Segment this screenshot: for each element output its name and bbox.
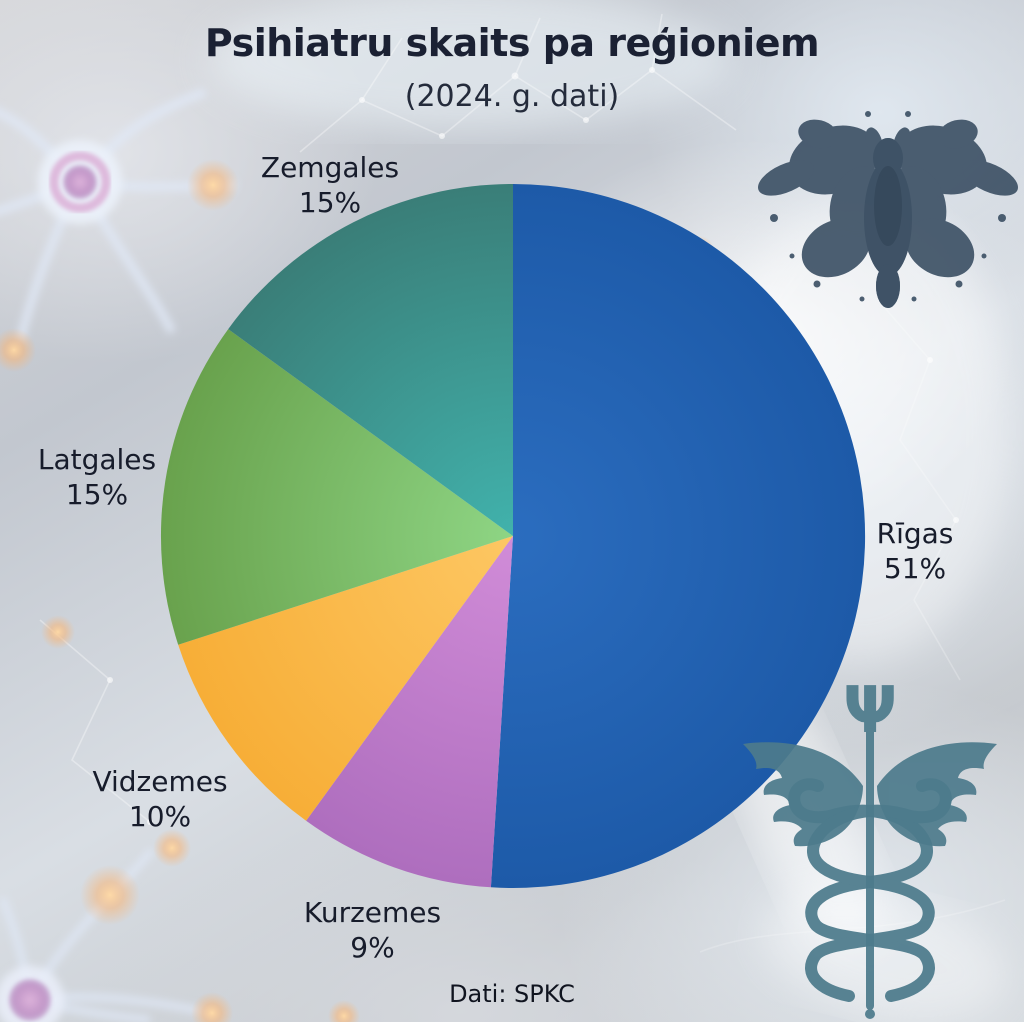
caduceus-snakes <box>788 778 952 1002</box>
pie-slice-kurzemes <box>306 536 513 888</box>
slice-label-zemgales: Zemgales 15% <box>205 150 455 221</box>
caduceus-staff-tip <box>865 1009 875 1019</box>
slice-percent: 9% <box>350 931 395 965</box>
slice-label-kurzemes: Kurzemes 9% <box>250 895 495 966</box>
slice-label-latgales: Latgales 15% <box>2 442 192 513</box>
pie-slice-zemgales <box>228 184 513 536</box>
chart-subtitle: (2024. g. dati) <box>404 79 620 114</box>
slice-name: Zemgales <box>260 151 400 184</box>
slice-name: Latgales <box>37 443 157 476</box>
caduceus-psi-icon: Ψ <box>743 674 997 1019</box>
neuron-nucleus <box>63 165 97 199</box>
plexus-nodes <box>107 67 959 825</box>
data-source-note: Dati: SPKC <box>449 980 575 1008</box>
neuron-nucleus <box>9 979 51 1021</box>
rorschach-inkblot-icon <box>752 111 1018 308</box>
chart-title: Psihiatru skaits pa reģioniem <box>204 21 820 65</box>
soft-light-blob <box>210 0 730 130</box>
pie-slice-latgales <box>160 329 513 645</box>
caduceus-staff <box>866 728 874 1010</box>
pie-slice-vidzemes <box>178 536 513 821</box>
neuron-nucleus-ring <box>49 151 111 213</box>
slice-name: Kurzemes <box>303 896 442 929</box>
slice-name: Vidzemes <box>92 765 228 798</box>
slice-percent: 15% <box>65 478 129 512</box>
slice-label-rigas: Rīgas 51% <box>835 516 995 587</box>
slice-percent: 51% <box>883 552 947 586</box>
caduceus-wing <box>877 742 997 847</box>
slice-percent: 15% <box>298 186 362 220</box>
pie-slice-rīgas <box>490 183 866 888</box>
slice-label-vidzemes: Vidzemes 10% <box>40 764 280 835</box>
slice-name: Rīgas <box>876 517 954 550</box>
slice-percent: 10% <box>128 800 192 834</box>
